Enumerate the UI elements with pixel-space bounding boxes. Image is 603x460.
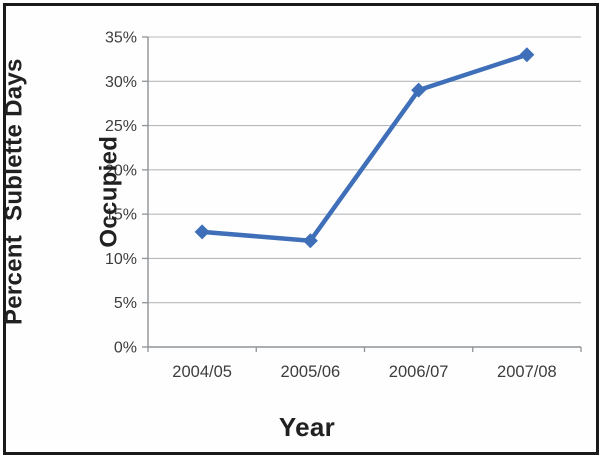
y-tick-label: 20%: [105, 162, 137, 179]
y-tick-label: 25%: [105, 118, 137, 135]
data-point-marker: [302, 233, 318, 249]
series-line: [199, 52, 530, 243]
chart-frame: [3, 3, 599, 455]
y-tick-label: 10%: [105, 251, 137, 268]
x-tick-label: 2006/07: [389, 363, 449, 381]
y-tick-label: 5%: [114, 295, 137, 312]
y-tick-label: 35%: [105, 30, 137, 47]
x-axis-title: Year: [278, 412, 336, 442]
x-tick-label: 2005/06: [281, 363, 341, 381]
data-point-marker: [411, 82, 427, 98]
y-tick-label: 0%: [114, 340, 137, 357]
x-tick-label: 2007/08: [497, 363, 557, 381]
x-tick-label: 2004/05: [172, 363, 232, 381]
y-tick-label: 15%: [105, 207, 137, 224]
data-point-marker: [194, 224, 210, 240]
data-point-marker: [519, 47, 535, 63]
y-tick-label: 30%: [105, 74, 137, 91]
